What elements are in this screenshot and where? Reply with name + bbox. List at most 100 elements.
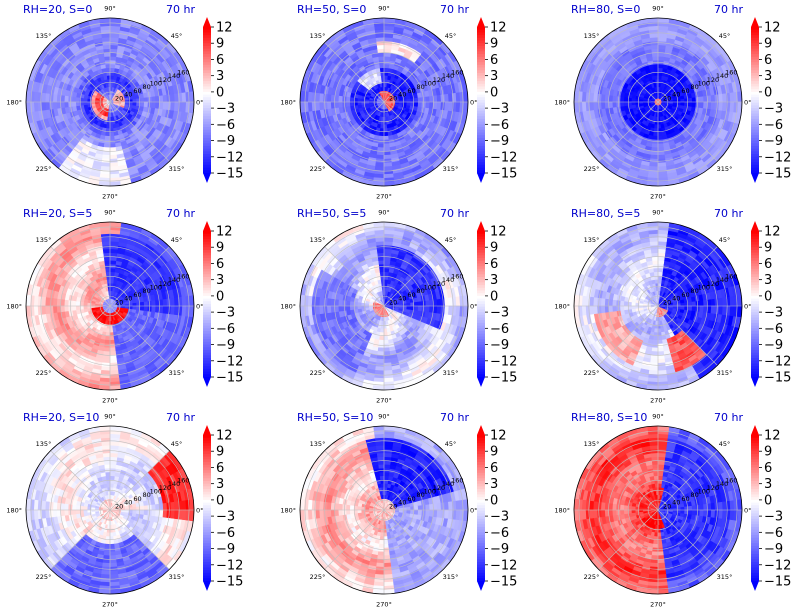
colorbar-segment [751, 100, 759, 104]
r-tick-label: 160 [451, 68, 463, 76]
r-tick-label: 100 [150, 80, 162, 88]
r-tick-label: 140 [442, 72, 454, 80]
heatmap-cell [364, 99, 370, 103]
angular-gridline [109, 42, 170, 103]
theta-tick-label: 270° [376, 193, 392, 201]
colorbar-extend-max [203, 17, 211, 27]
colorbar-segment [751, 64, 759, 69]
heatmap-cell [657, 59, 664, 65]
colorbar-segment [751, 35, 759, 39]
heatmap-cell [657, 71, 663, 76]
theta-tick-label: 90° [378, 5, 390, 13]
colorbar-segment [203, 263, 211, 267]
colorbar-segment [203, 105, 211, 109]
colorbar-segment [203, 295, 211, 300]
colorbar-segment [477, 127, 485, 131]
heatmap-cell [383, 59, 390, 65]
colorbar-segment [203, 306, 211, 310]
heatmap-cell [638, 99, 644, 103]
colorbar-tick-label: −9 [216, 134, 235, 149]
colorbar-segment [477, 100, 485, 104]
colorbar-segment [203, 304, 211, 308]
angular-gridline [598, 101, 659, 162]
heatmap-cell [143, 300, 149, 307]
r-tick-label: 20 [115, 298, 123, 306]
heatmap-cell [691, 101, 697, 108]
heatmap-cell [109, 74, 114, 80]
colorbar-segment [203, 78, 211, 82]
colorbar-tick-label: −6 [216, 118, 235, 133]
colorbar-segment [203, 282, 211, 286]
colorbar-segment [751, 140, 759, 144]
colorbar-segment [751, 54, 759, 58]
heatmap-cell [652, 135, 659, 141]
colorbar-segment [203, 312, 211, 316]
angular-gridline [657, 101, 718, 162]
colorbar-segment [477, 56, 485, 60]
r-tick-label: 120 [707, 76, 719, 84]
heatmap-cell [398, 305, 404, 309]
r-tick-label: 20 [115, 94, 123, 102]
colorbar-tick-label: −12 [216, 150, 243, 165]
theta-tick-label: 270° [102, 397, 118, 405]
heatmap-cell [652, 59, 659, 65]
colorbar-segment [751, 170, 759, 174]
r-tick-label: 60 [133, 87, 141, 95]
colorbar-extend-max [203, 221, 211, 231]
colorbar-segment [203, 276, 211, 281]
colorbar-segment [203, 100, 211, 104]
colorbar-segment [751, 116, 759, 120]
colorbar-segment [203, 51, 211, 55]
colorbar-segment [751, 70, 759, 74]
colorbar-segment [751, 86, 759, 90]
colorbar-segment [751, 94, 759, 98]
r-tick-label: 160 [725, 68, 737, 76]
colorbar-segment [203, 59, 211, 63]
colorbar-segment [477, 72, 485, 77]
colorbar-segment [203, 124, 211, 128]
colorbar-segment [751, 78, 759, 82]
colorbar-segment [751, 151, 759, 155]
colorbar-segment [751, 113, 759, 117]
colorbar-segment [203, 113, 211, 117]
colorbar-segment [477, 29, 485, 33]
theta-tick-label: 180° [6, 99, 22, 107]
panel-1: 90° 45° 0° 315° 270° 225° 180° 135° 20 40 60 80 100 1… [274, 0, 539, 204]
colorbar-segment [203, 293, 211, 297]
heatmap-cell [623, 97, 629, 103]
colorbar-segment [751, 105, 759, 109]
colorbar-tick-label: −9 [764, 134, 783, 149]
colorbar-segment [203, 260, 211, 264]
colorbar-segment [477, 108, 485, 112]
colorbar-segment [203, 48, 211, 52]
heatmap-cell [383, 63, 390, 69]
colorbar-segment [203, 301, 211, 305]
heatmap-cell [143, 305, 149, 312]
colorbar-segment [203, 252, 211, 256]
r-tick-label: 80 [691, 83, 699, 91]
colorbar-segment [477, 164, 485, 169]
colorbar-segment [203, 91, 211, 96]
colorbar-segment [751, 29, 759, 33]
colorbar-segment [203, 64, 211, 69]
theta-tick-label: 0° [744, 99, 751, 107]
colorbar-tick-label: 3 [490, 69, 498, 84]
colorbar-segment [203, 258, 211, 262]
colorbar-segment [751, 159, 759, 163]
colorbar-tick-label: −12 [216, 354, 243, 369]
heatmap-cell [345, 101, 351, 108]
heatmap-cell [139, 305, 145, 311]
colorbar-segment [477, 137, 485, 142]
heatmap-cell [71, 101, 77, 108]
colorbar-segment [203, 83, 211, 87]
heatmap-cell [109, 339, 116, 345]
heatmap-cell [687, 101, 693, 107]
heatmap-cell [75, 301, 81, 307]
colorbar-segment [203, 167, 211, 171]
colorbar-segment [203, 352, 211, 356]
heatmap-cell [104, 59, 111, 65]
